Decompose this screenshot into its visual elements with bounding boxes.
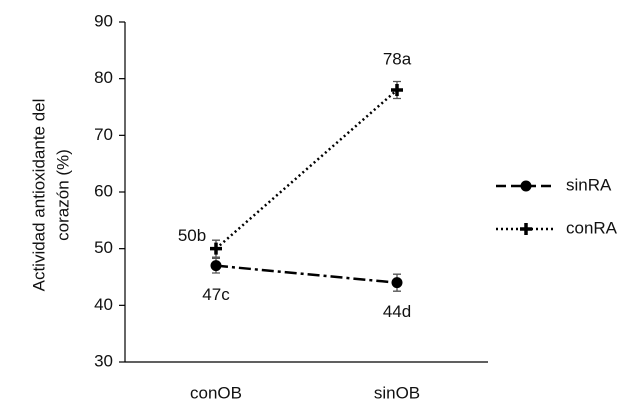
series-line (215, 89, 398, 250)
y-tick-label: 80 (94, 68, 113, 87)
marker (391, 277, 403, 289)
y-tick-label: 90 (94, 11, 113, 30)
series-line (215, 264, 398, 284)
y-tick-label: 30 (94, 351, 113, 370)
data-label: 44d (383, 302, 411, 321)
y-tick-label: 70 (94, 125, 113, 144)
y-axis-label: corazón (%) (53, 149, 72, 241)
legend-marker (520, 180, 532, 192)
legend-label: sinRA (566, 175, 612, 194)
marker (210, 242, 222, 255)
legend-marker (520, 223, 532, 235)
y-tick-label: 40 (94, 295, 113, 314)
y-tick-label: 60 (94, 181, 113, 200)
marker (391, 84, 403, 96)
x-tick-label: conOB (190, 383, 242, 402)
marker (210, 260, 222, 272)
data-label: 50b (178, 226, 206, 245)
x-tick-label: sinOB (374, 383, 420, 402)
y-axis-label: Actividad antioxidante del (29, 99, 48, 292)
y-tick-label: 50 (94, 238, 113, 257)
data-label: 78a (383, 49, 412, 68)
data-label: 47c (202, 285, 230, 304)
legend-label: conRA (566, 218, 618, 237)
